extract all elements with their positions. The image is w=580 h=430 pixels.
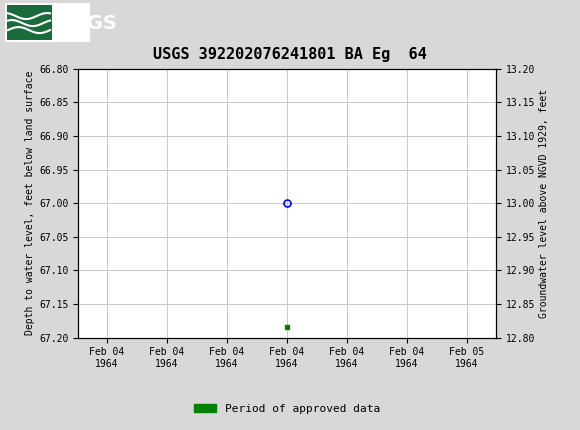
Text: USGS 392202076241801 BA Eg  64: USGS 392202076241801 BA Eg 64 (153, 47, 427, 62)
Y-axis label: Groundwater level above NGVD 1929, feet: Groundwater level above NGVD 1929, feet (539, 89, 549, 318)
Y-axis label: Depth to water level, feet below land surface: Depth to water level, feet below land su… (25, 71, 35, 335)
Bar (5, 3, 90, 42)
Bar (7, 5, 52, 40)
Legend: Period of approved data: Period of approved data (190, 399, 385, 418)
Text: USGS: USGS (57, 14, 117, 33)
